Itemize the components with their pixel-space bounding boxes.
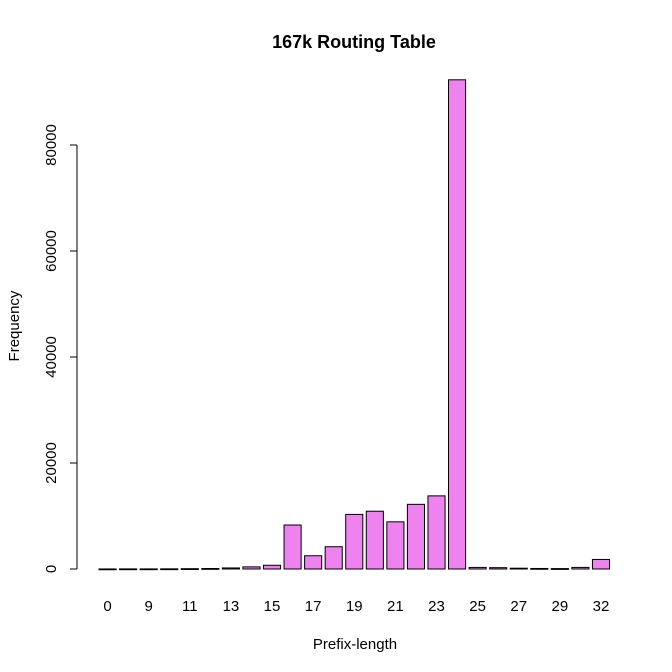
bar-24 — [448, 79, 467, 570]
bar-29 — [550, 568, 569, 570]
bar-14 — [242, 566, 261, 570]
x-tick-label: 13 — [223, 598, 240, 615]
y-tick-label: 60000 — [43, 230, 60, 272]
x-tick-label: 17 — [305, 598, 322, 615]
chart-title: 167k Routing Table — [272, 32, 436, 52]
bar-23 — [427, 495, 446, 570]
bar-22 — [406, 503, 425, 570]
x-tick-label: 32 — [593, 598, 610, 615]
bar-17 — [304, 555, 323, 570]
x-tick-label: 21 — [387, 598, 404, 615]
x-tick-label: 27 — [510, 598, 527, 615]
bar-0 — [98, 568, 117, 571]
x-axis-label: Prefix-length — [313, 636, 397, 653]
bar-12 — [201, 568, 220, 570]
y-axis-label: Frequency — [6, 290, 23, 361]
x-tick-label: 25 — [469, 598, 486, 615]
y-tick-label: 0 — [43, 565, 60, 573]
bar-10 — [160, 568, 179, 571]
x-tick-label: 15 — [264, 598, 281, 615]
bar-20 — [365, 510, 384, 570]
bar-9 — [139, 568, 158, 571]
bar-15 — [262, 564, 282, 570]
bar-32 — [591, 558, 611, 570]
bar-26 — [489, 567, 508, 570]
x-tick-label: 29 — [552, 598, 569, 615]
bar-13 — [221, 567, 240, 570]
bar-28 — [530, 567, 549, 570]
bar-21 — [386, 521, 405, 570]
bar-16 — [283, 524, 302, 570]
x-tick-label: 23 — [428, 598, 445, 615]
bar-27 — [509, 567, 528, 570]
bars-group — [98, 79, 611, 571]
bar-25 — [468, 566, 487, 570]
y-tick-label: 20000 — [43, 442, 60, 484]
bar-30 — [571, 566, 590, 570]
bar-11 — [180, 568, 199, 570]
bar-18 — [324, 546, 343, 570]
x-tick-label: 9 — [144, 598, 152, 615]
x-tick-label: 11 — [182, 598, 198, 615]
bar-19 — [345, 513, 364, 570]
x-tick-labels: 0 9 11 13 15 17 19 21 23 25 27 29 32 — [103, 598, 609, 615]
y-tick-label: 40000 — [43, 336, 60, 378]
x-tick-label: 0 — [103, 598, 111, 615]
y-axis: 0 20000 40000 60000 80000 — [43, 124, 78, 573]
y-tick-label: 80000 — [43, 124, 60, 166]
x-tick-label: 19 — [346, 598, 363, 615]
bar-8 — [119, 568, 138, 571]
